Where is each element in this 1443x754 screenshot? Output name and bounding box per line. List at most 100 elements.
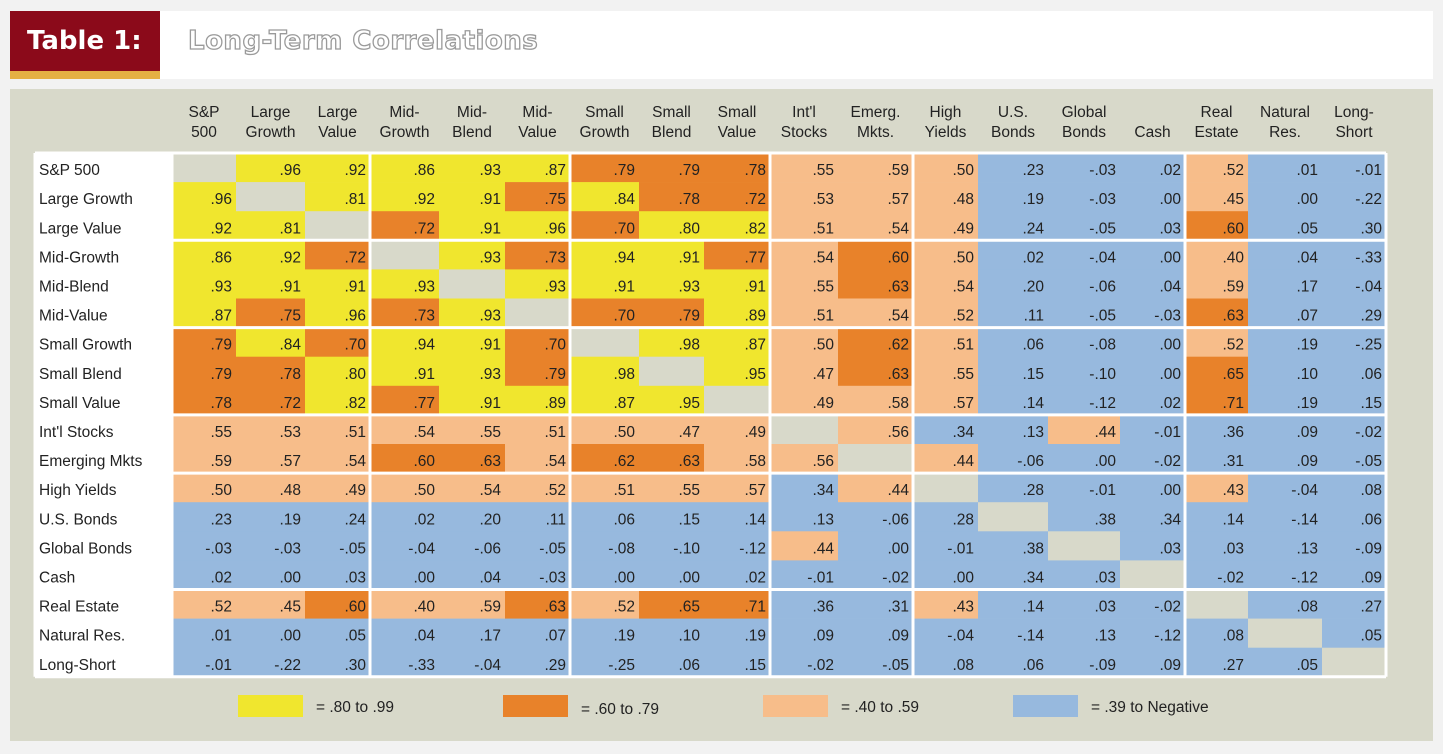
cell-value: .31 [887, 599, 909, 616]
heatmap-cell [1048, 647, 1120, 678]
cell-value: .49 [744, 424, 766, 441]
heatmap-cell [305, 298, 370, 328]
heatmap-cell [570, 473, 639, 503]
heatmap-cell [305, 327, 370, 357]
cell-value: -.06 [882, 511, 909, 528]
cell-value: .08 [1296, 599, 1318, 616]
cell-value: -.25 [1355, 337, 1382, 354]
heatmap-cell [236, 385, 305, 416]
heatmap-cell [1120, 560, 1185, 590]
cell-value: .91 [479, 395, 501, 412]
heatmap-cell [505, 444, 570, 474]
cell-value: .09 [812, 628, 834, 645]
cell-value: .15 [1022, 366, 1044, 383]
row-label: Small Blend [39, 366, 122, 383]
cell-value: .45 [1222, 191, 1244, 208]
column-header: Long- [1334, 104, 1374, 121]
cell-value: .24 [344, 511, 366, 528]
cell-value: .94 [413, 337, 435, 354]
heatmap-cell [838, 589, 913, 619]
heatmap-cell [370, 153, 439, 183]
heatmap-cell [913, 211, 978, 241]
cell-value: .72 [344, 249, 366, 266]
heatmap-cell [505, 618, 570, 648]
cell-value: .06 [1022, 337, 1044, 354]
heatmap-cell [1248, 327, 1322, 357]
heatmap-cell [1322, 647, 1386, 678]
heatmap-cell [1120, 153, 1185, 183]
heatmap-cell [913, 269, 978, 299]
cell-value: .28 [952, 511, 974, 528]
heatmap-cell [770, 414, 838, 445]
cell-value: .19 [744, 628, 766, 645]
heatmap-cell [770, 298, 838, 328]
heatmap-cell [236, 182, 305, 212]
heatmap-cell [913, 327, 978, 357]
heatmap-cell [439, 385, 505, 416]
cell-value: .00 [1159, 249, 1181, 266]
heatmap-cell [1248, 531, 1322, 561]
cell-value: .75 [544, 191, 566, 208]
cell-value: -.09 [1355, 540, 1382, 557]
cell-value: .51 [952, 337, 974, 354]
legend-swatch [503, 695, 568, 717]
heatmap-cell [704, 531, 770, 561]
heatmap-cell [978, 385, 1048, 416]
cell-value: -.04 [1089, 249, 1116, 266]
cell-value: .96 [344, 308, 366, 325]
heatmap-cell [978, 618, 1048, 648]
column-header: Blend [652, 124, 692, 141]
heatmap-cell [770, 473, 838, 503]
heatmap-cell [370, 589, 439, 619]
heatmap-cell [639, 327, 704, 357]
cell-value: -.06 [1017, 453, 1044, 470]
cell-value: -.05 [339, 540, 366, 557]
heatmap-cell [770, 211, 838, 241]
cell-value: -.12 [1089, 395, 1116, 412]
cell-value: .09 [1159, 657, 1181, 674]
cell-value: .23 [1022, 162, 1044, 179]
heatmap-cell [172, 473, 236, 503]
heatmap-cell [172, 211, 236, 241]
cell-value: .63 [887, 366, 909, 383]
heatmap-cell [1048, 269, 1120, 299]
cell-value: -.22 [274, 657, 301, 674]
legend-swatch [238, 695, 303, 717]
heatmap-cell [1120, 589, 1185, 619]
column-header: Growth [246, 124, 296, 141]
heatmap-cell [639, 211, 704, 241]
heatmap-cell [978, 269, 1048, 299]
heatmap-cell [1322, 298, 1386, 328]
cell-value: .14 [1222, 511, 1244, 528]
cell-value: .00 [1159, 366, 1181, 383]
cell-value: .45 [279, 599, 301, 616]
cell-value: .03 [1159, 540, 1181, 557]
heatmap-cell [838, 473, 913, 503]
cell-value: .57 [887, 191, 909, 208]
cell-value: .53 [812, 191, 834, 208]
heatmap-cell [439, 327, 505, 357]
table-label: Table 1: [27, 26, 142, 56]
heatmap-cell [1248, 502, 1322, 532]
heatmap-cell [236, 618, 305, 648]
heatmap-cell [913, 298, 978, 328]
cell-value: .55 [812, 162, 834, 179]
column-header: Value [718, 124, 757, 141]
heatmap-cell [704, 269, 770, 299]
heatmap-cell [1048, 327, 1120, 357]
heatmap-cell [570, 211, 639, 241]
heatmap-cell [439, 589, 505, 619]
cell-value: .14 [744, 511, 766, 528]
heatmap-cell [172, 589, 236, 619]
heatmap-cell [704, 589, 770, 619]
cell-value: -.02 [882, 570, 909, 587]
heatmap-cell [1185, 414, 1248, 445]
heatmap-cell [1248, 560, 1322, 590]
cell-value: .77 [744, 249, 766, 266]
heatmap-cell [172, 618, 236, 648]
cell-value: .79 [210, 337, 232, 354]
column-header: High [930, 104, 962, 121]
heatmap-cell [770, 385, 838, 416]
cell-value: .03 [1094, 570, 1116, 587]
cell-value: .91 [678, 249, 700, 266]
